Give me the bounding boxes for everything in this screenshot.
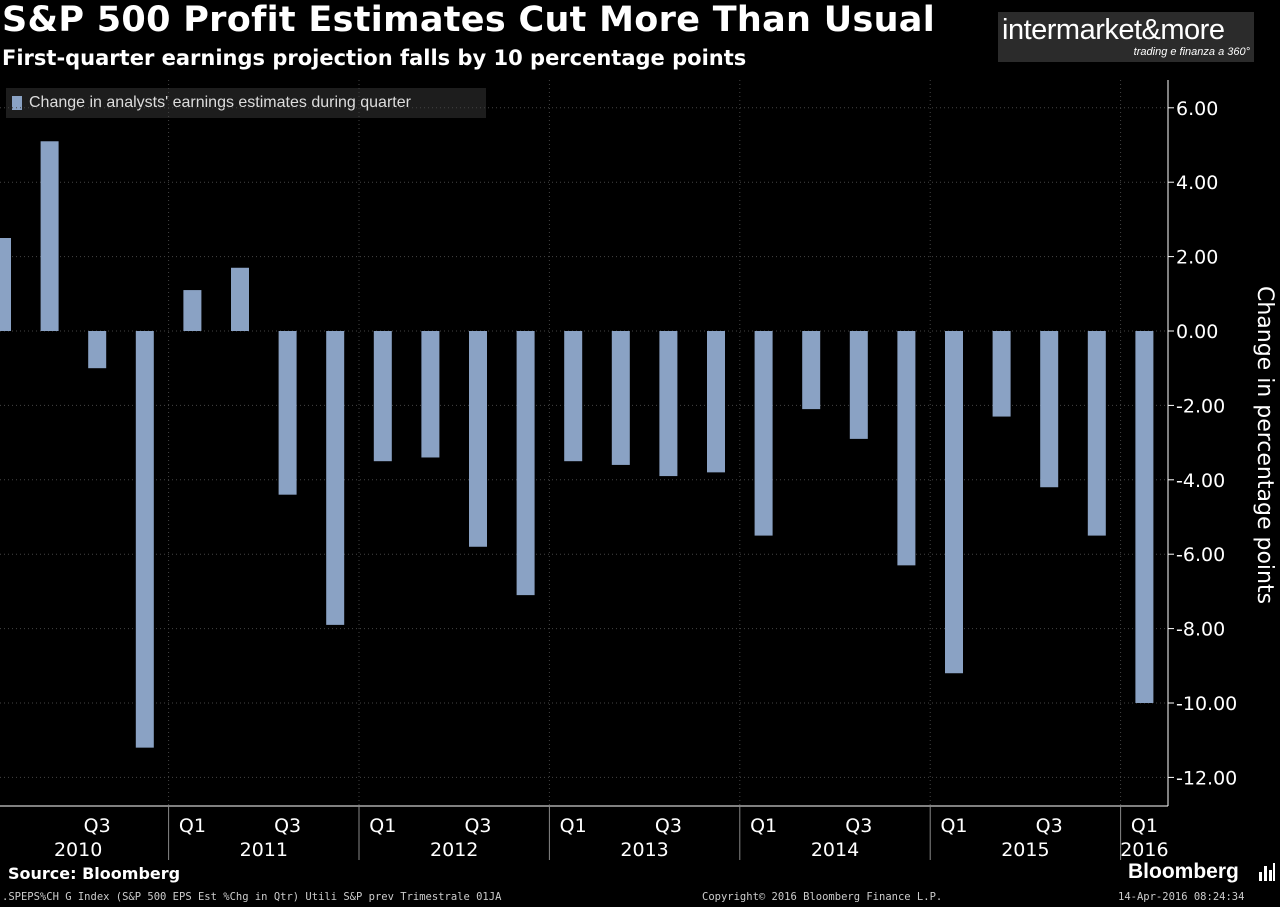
bar [754, 331, 773, 536]
chart-grid [0, 80, 1168, 806]
x-tick-label: Q3 [845, 815, 872, 837]
y-tick-label: 4.00 [1176, 172, 1218, 194]
logo-tagline: trading e finanza a 360° [1133, 46, 1250, 58]
timestamp-text: 14-Apr-2016 08:24:34 [1118, 891, 1245, 903]
copyright-text: Copyright© 2016 Bloomberg Finance L.P. [702, 891, 943, 903]
bar-chart: 6.00 4.00 2.00 0.00 -2.00 -4.00 -6.00 -8.00 -10.… [0, 80, 1277, 860]
logo-wordmark: intermarket&more [1002, 14, 1225, 46]
bar [326, 331, 345, 625]
y-axis: 6.00 4.00 2.00 0.00 -2.00 -4.00 -6.00 -8.00 -10.… [1167, 80, 1237, 806]
bar [0, 238, 11, 331]
chart-title: S&P 500 Profit Estimates Cut More Than U… [2, 0, 936, 40]
bar [802, 331, 821, 410]
x-tick-label: Q3 [655, 815, 682, 837]
bar [469, 331, 487, 547]
bar [88, 331, 107, 369]
x-tick-label: Q1 [1131, 815, 1158, 837]
x-tick-label: Q1 [940, 815, 967, 837]
y-tick-label: -8.00 [1176, 619, 1225, 641]
bar [1040, 331, 1059, 488]
x-tick-label: Q3 [1036, 815, 1063, 837]
x-tick-label: Q1 [750, 815, 777, 837]
source-note: Source: Bloomberg [8, 864, 181, 883]
x-year-label: 2011 [240, 839, 288, 860]
bar [278, 331, 297, 495]
bar [1087, 331, 1106, 536]
bar [516, 331, 535, 596]
x-tick-label: Q3 [464, 815, 491, 837]
x-year-label: 2013 [620, 839, 668, 860]
y-tick-label: -10.00 [1176, 693, 1237, 715]
x-year-label: 2015 [1001, 839, 1049, 860]
bar [707, 331, 725, 473]
legend-swatch [12, 96, 22, 110]
y-tick-label: -6.00 [1176, 544, 1225, 566]
x-axis: Q3 Q1 Q3 Q1 Q3 Q1 Q3 Q1 Q3 Q1 Q3 Q1 2010 2011 2012 2013… [0, 805, 1169, 860]
x-tick-label: Q3 [274, 815, 301, 837]
bar [135, 331, 154, 748]
bar [40, 141, 59, 331]
chart-bars [0, 141, 1154, 748]
x-year-label: 2014 [811, 839, 859, 860]
bar [231, 267, 249, 331]
bar [611, 331, 630, 465]
x-year-label: 2010 [54, 839, 102, 860]
bloomberg-chart-icon [1259, 863, 1275, 881]
x-tick-label: Q1 [369, 815, 396, 837]
ticker-line: .SPEPS%CH G Index (S&P 500 EPS Est %Chg … [2, 891, 502, 903]
y-axis-label: Change in percentage points [1252, 286, 1277, 604]
x-tick-label: Q3 [84, 815, 111, 837]
y-tick-label: -12.00 [1176, 767, 1237, 789]
chart-subtitle: First-quarter earnings projection falls … [2, 46, 747, 70]
bar [564, 331, 583, 462]
y-tick-label: -2.00 [1176, 395, 1225, 417]
y-tick-label: 6.00 [1176, 98, 1218, 120]
y-tick-label: 0.00 [1176, 321, 1218, 343]
x-year-label: 2016 [1120, 839, 1168, 860]
legend-label: Change in analysts' earnings estimates d… [29, 94, 411, 111]
y-tick-label: 2.00 [1176, 247, 1218, 269]
bar [849, 331, 868, 439]
x-tick-label: Q1 [560, 815, 587, 837]
bar [183, 290, 202, 331]
bar [897, 331, 916, 566]
x-year-label: 2012 [430, 839, 478, 860]
chart-legend: Change in analysts' earnings estimates d… [6, 88, 486, 118]
bar [1135, 331, 1154, 703]
intermarket-logo: intermarket&more trading e finanza a 360… [998, 12, 1254, 62]
bar [421, 331, 440, 458]
y-tick-label: -4.00 [1176, 470, 1225, 492]
bloomberg-brand: Bloomberg [1128, 860, 1239, 883]
bar [373, 331, 392, 462]
x-tick-label: Q1 [179, 815, 206, 837]
bar [992, 331, 1011, 417]
bar [945, 331, 963, 674]
bar [659, 331, 678, 477]
